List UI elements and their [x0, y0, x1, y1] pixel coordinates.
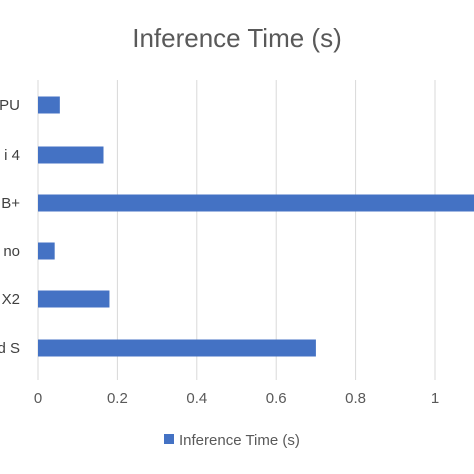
category-label: i 4 [4, 147, 20, 164]
category-label: X2 [2, 291, 20, 308]
legend: Inference Time (s) [164, 432, 300, 449]
x-tick-label: 0.8 [345, 390, 366, 407]
chart-title: Inference Time (s) [132, 23, 342, 53]
category-label: no [3, 243, 20, 260]
bar [38, 290, 110, 308]
x-tick-label: 0 [34, 390, 42, 407]
x-axis-ticks: 0 0.2 0.4 0.6 0.8 1 [34, 390, 439, 407]
x-tick-label: 1 [431, 390, 439, 407]
category-label: B+ [1, 195, 20, 212]
category-label: d S [0, 340, 20, 357]
bar [38, 146, 104, 164]
category-labels: PU i 4 B+ no X2 d S [0, 97, 20, 357]
legend-swatch [164, 434, 174, 444]
gridlines [37, 80, 436, 380]
x-tick-label: 0.6 [266, 390, 287, 407]
bars [38, 96, 474, 357]
bar [38, 194, 474, 212]
bar [38, 96, 60, 114]
bar [38, 242, 55, 260]
x-tick-label: 0.2 [107, 390, 128, 407]
x-tick-label: 0.4 [186, 390, 207, 407]
legend-label: Inference Time (s) [179, 432, 300, 449]
category-label: PU [0, 97, 20, 114]
bar [38, 339, 316, 357]
